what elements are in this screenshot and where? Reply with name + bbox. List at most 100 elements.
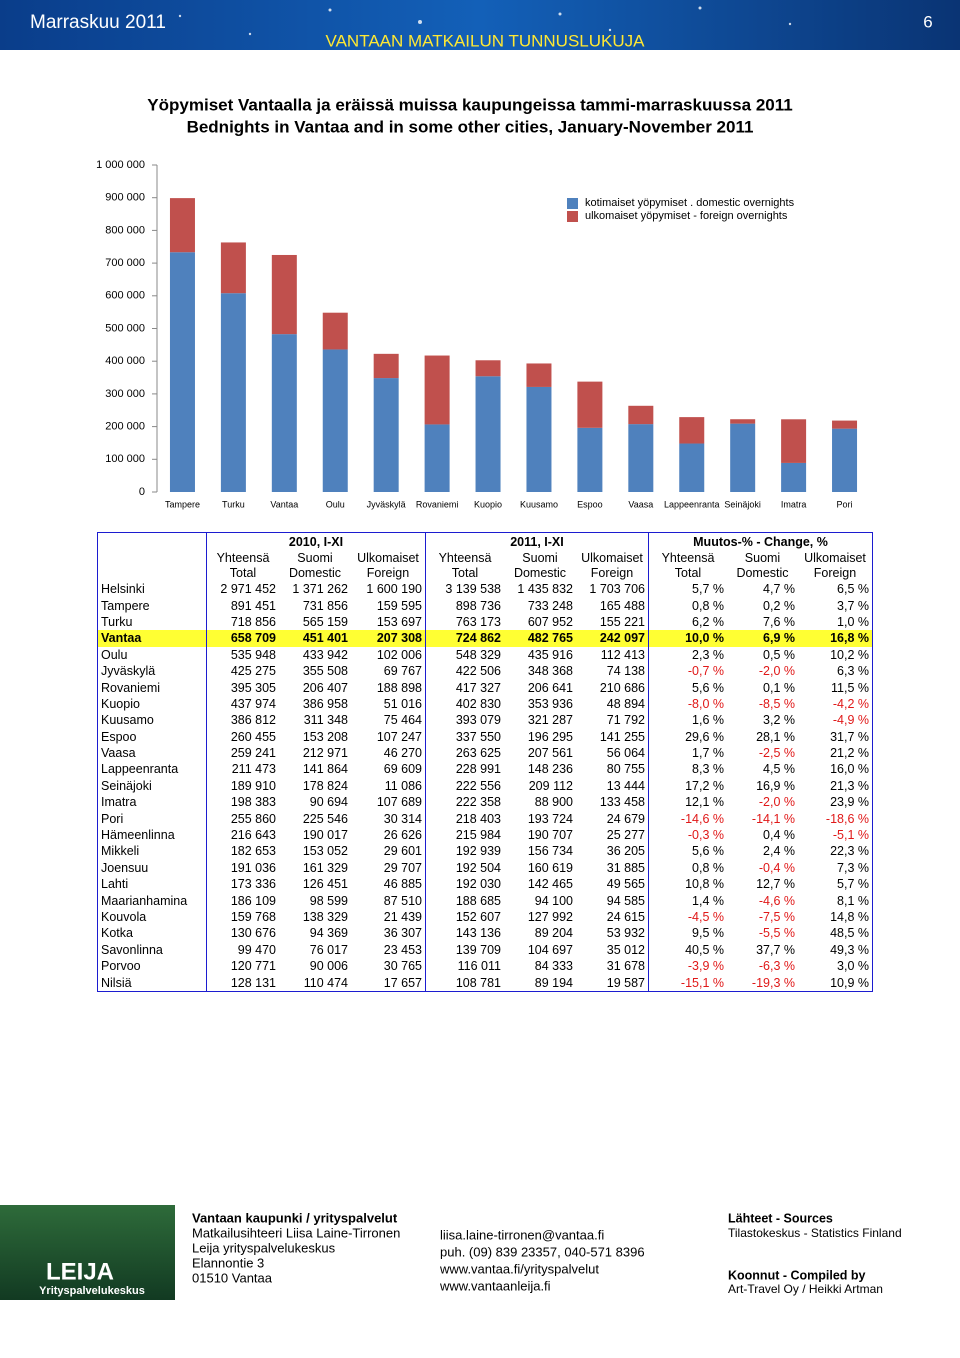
table-cell: 133 458 <box>599 795 645 810</box>
table-cell: 355 508 <box>302 664 348 679</box>
x-tick-label: Jyväskylä <box>367 499 406 509</box>
table-cell: 24 615 <box>606 910 645 924</box>
table-cell: 108 781 <box>425 974 504 992</box>
table-cell: 22,3 % <box>830 844 869 859</box>
table-cell: 90 006 <box>309 959 348 974</box>
table-cell: 6,9 % <box>727 630 798 647</box>
table-cell: 23,9 % <box>830 795 869 810</box>
bar <box>730 423 756 492</box>
table-cell: -5,1 % <box>832 828 869 843</box>
table-row: Kouvola 159 768 138 329 21 439 152 607 127 99… <box>98 908 873 926</box>
table-cell: 69 767 <box>383 664 422 679</box>
header-month: Marraskuu 2011 <box>30 12 166 33</box>
column-header: Suomi <box>522 551 558 565</box>
table-cell: 159 768 <box>206 908 279 926</box>
table-cell: 5,7 % <box>837 877 869 892</box>
row-name: Mikkeli <box>101 844 140 859</box>
table-cell: 216 643 <box>206 826 279 844</box>
table-cell: 898 736 <box>425 597 504 614</box>
table-cell: 425 275 <box>206 662 279 680</box>
table-cell: 53 932 <box>606 926 645 941</box>
table-cell: 138 329 <box>302 910 348 924</box>
table-cell: 417 327 <box>425 679 504 696</box>
group-header: 2010, I-XI <box>206 532 426 551</box>
table-cell: 21,2 % <box>830 746 869 761</box>
corner <box>98 551 207 566</box>
table-cell: 21,3 % <box>830 778 869 793</box>
table-cell: 535 948 <box>206 646 279 663</box>
table-cell: 14,8 % <box>830 910 869 924</box>
x-tick-label: Pori <box>837 499 853 509</box>
table-row: Kuusamo 386 812 311 348 75 464 393 079 321 28… <box>98 712 873 729</box>
table-cell: 348 368 <box>527 664 573 679</box>
table-cell: 242 097 <box>576 630 649 647</box>
table-cell: 31 885 <box>606 860 645 875</box>
table-cell: 10,0 % <box>648 630 727 647</box>
table-cell: 153 052 <box>302 844 348 859</box>
table-cell: -4,6 % <box>758 893 795 908</box>
table-cell: 891 451 <box>206 597 279 614</box>
table-cell: 395 305 <box>206 679 279 696</box>
table-cell: 565 159 <box>302 614 348 629</box>
table-cell: 206 407 <box>302 680 348 695</box>
row-name: Turku <box>101 614 133 629</box>
table-cell: 152 607 <box>425 908 504 926</box>
table-cell: 12,7 % <box>756 877 795 892</box>
table-cell: -2,0 % <box>758 664 795 679</box>
table-cell: 46 885 <box>383 877 422 892</box>
table-cell: 3,7 % <box>837 598 869 613</box>
table-cell: 16,0 % <box>830 762 869 777</box>
row-name: Tampere <box>101 598 150 613</box>
table-cell: 30 765 <box>383 959 422 974</box>
table-cell: -0,4 % <box>758 860 795 875</box>
table-cell: 99 470 <box>206 941 279 958</box>
table-row: Rovaniemi 395 305 206 407 188 898 417 327 206… <box>98 679 873 696</box>
x-tick-label: Imatra <box>781 499 807 509</box>
table-cell: 21 439 <box>383 910 422 924</box>
table-cell: 433 942 <box>302 647 348 662</box>
row-name: Espoo <box>101 729 137 744</box>
org-line: Elannontie 3 <box>192 1255 264 1270</box>
table-cell: 182 653 <box>206 843 279 860</box>
table-cell: 1 703 706 <box>589 582 645 597</box>
table-cell: 126 451 <box>302 877 348 892</box>
table-cell: 0,1 % <box>763 680 795 695</box>
table-cell: 1 600 190 <box>366 582 422 597</box>
table-cell: 402 830 <box>425 695 504 713</box>
table-cell: 120 771 <box>206 957 279 975</box>
org-title: Vantaan kaupunki / yrityspalvelut <box>192 1210 398 1225</box>
org-line: Matkailusihteeri Liisa Laine-Tirronen <box>192 1225 400 1240</box>
table-cell: 160 619 <box>527 860 573 875</box>
table-cell: 186 109 <box>206 892 279 909</box>
table-cell: -6,3 % <box>758 959 795 974</box>
table-row: Kuopio 437 974 386 958 51 016 402 830 353 936… <box>98 695 873 713</box>
table-cell: 192 939 <box>425 843 504 860</box>
row-name: Seinäjoki <box>101 778 152 793</box>
table-cell: 127 992 <box>527 910 573 924</box>
stars <box>178 6 792 36</box>
table-cell: 0,2 % <box>763 598 795 613</box>
contact-line: liisa.laine-tirronen@vantaa.fi <box>440 1227 604 1242</box>
table-cell: 75 464 <box>383 713 422 728</box>
x-tick-label: Rovaniemi <box>416 499 459 509</box>
table-cell: 16,8 % <box>798 630 873 647</box>
legend-swatch <box>567 211 578 222</box>
table-row: Vaasa 259 241 212 971 46 270 263 625 207 561 5… <box>98 744 873 762</box>
bar <box>475 360 501 377</box>
group-header: 2011, I-XI <box>425 532 649 551</box>
table-cell: 196 295 <box>527 729 573 744</box>
table-cell: -8,0 % <box>648 695 727 713</box>
table-cell: 222 358 <box>425 794 504 811</box>
table-cell: 26 626 <box>383 828 422 843</box>
column-header: Yhteensä <box>648 551 727 566</box>
table-cell: -4,9 % <box>832 713 869 728</box>
table-cell: 211 473 <box>206 761 279 778</box>
table-cell: 104 697 <box>527 942 573 957</box>
bar <box>628 405 654 425</box>
table-cell: 30 314 <box>383 811 422 826</box>
table-cell: 80 755 <box>606 762 645 777</box>
table-cell: 1 371 262 <box>292 582 348 597</box>
table-cell: 437 974 <box>206 695 279 713</box>
x-tick-label: Seinäjoki <box>724 499 761 509</box>
table-cell: 87 510 <box>383 893 422 908</box>
